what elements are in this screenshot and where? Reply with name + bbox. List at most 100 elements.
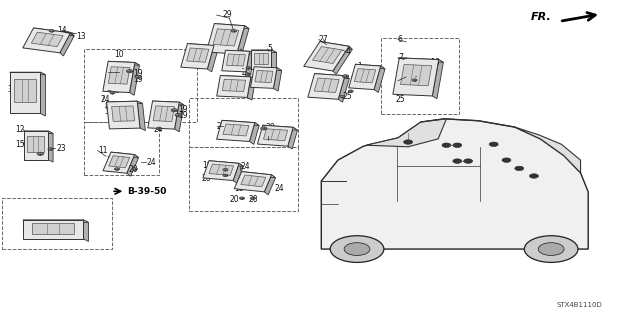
- Text: 2: 2: [183, 50, 188, 59]
- Polygon shape: [254, 67, 282, 70]
- Circle shape: [115, 168, 120, 170]
- Bar: [103, 61, 135, 93]
- Circle shape: [489, 142, 498, 146]
- Polygon shape: [246, 51, 254, 75]
- Text: 29: 29: [223, 11, 232, 19]
- Circle shape: [524, 236, 578, 263]
- Polygon shape: [108, 61, 140, 65]
- Polygon shape: [374, 66, 385, 93]
- Polygon shape: [10, 72, 45, 75]
- Circle shape: [260, 127, 267, 130]
- Polygon shape: [333, 46, 353, 74]
- Text: 21: 21: [398, 76, 408, 85]
- Bar: [203, 161, 239, 181]
- Polygon shape: [222, 120, 259, 125]
- Text: 19: 19: [134, 75, 143, 84]
- Circle shape: [231, 30, 236, 32]
- Text: 5: 5: [268, 44, 273, 54]
- Bar: [349, 64, 381, 90]
- Text: 24: 24: [147, 158, 156, 167]
- Polygon shape: [188, 44, 218, 48]
- Bar: [2, 197, 113, 249]
- Polygon shape: [152, 101, 184, 105]
- Bar: [393, 58, 438, 96]
- Circle shape: [223, 168, 228, 171]
- Text: 16: 16: [430, 58, 440, 67]
- Polygon shape: [111, 152, 139, 158]
- Bar: [250, 67, 277, 88]
- Text: 14: 14: [57, 26, 67, 35]
- Polygon shape: [399, 58, 444, 62]
- Circle shape: [172, 109, 177, 112]
- Polygon shape: [175, 102, 184, 132]
- Text: 18: 18: [106, 156, 116, 165]
- Bar: [223, 124, 249, 136]
- Bar: [14, 79, 36, 102]
- Text: 8: 8: [104, 102, 109, 111]
- Polygon shape: [48, 131, 53, 162]
- Bar: [206, 24, 244, 54]
- Text: 11: 11: [98, 146, 108, 155]
- Circle shape: [412, 79, 417, 81]
- Text: 26: 26: [319, 88, 328, 97]
- Bar: [23, 220, 83, 239]
- Text: B-39-50: B-39-50: [127, 187, 166, 196]
- Text: 24: 24: [101, 95, 111, 104]
- Polygon shape: [107, 101, 143, 104]
- Bar: [187, 48, 209, 62]
- Bar: [251, 50, 271, 69]
- Bar: [264, 129, 287, 141]
- Text: 7: 7: [398, 53, 403, 62]
- Text: 24: 24: [240, 162, 250, 171]
- Polygon shape: [137, 101, 145, 130]
- Text: 6: 6: [398, 35, 403, 44]
- Bar: [32, 223, 74, 234]
- Text: 17: 17: [109, 68, 119, 77]
- Text: 20: 20: [129, 165, 138, 174]
- Polygon shape: [207, 45, 218, 72]
- Text: 15: 15: [15, 140, 24, 149]
- Bar: [401, 64, 431, 86]
- Text: 20: 20: [229, 195, 239, 204]
- Text: 24: 24: [274, 184, 284, 193]
- Circle shape: [250, 197, 255, 199]
- Bar: [84, 49, 197, 122]
- Bar: [216, 120, 255, 142]
- Circle shape: [453, 143, 462, 147]
- Bar: [107, 101, 140, 129]
- Bar: [10, 72, 40, 114]
- Circle shape: [342, 75, 349, 78]
- Text: 27: 27: [319, 35, 328, 44]
- Text: 4: 4: [242, 63, 247, 72]
- Text: 22: 22: [223, 83, 232, 92]
- Text: 4: 4: [351, 72, 356, 81]
- Text: 17: 17: [154, 104, 164, 113]
- Polygon shape: [288, 127, 298, 149]
- Circle shape: [515, 166, 524, 171]
- Circle shape: [246, 73, 251, 76]
- Text: 13: 13: [76, 32, 86, 41]
- Bar: [109, 156, 130, 168]
- Polygon shape: [33, 28, 74, 36]
- Text: 12: 12: [15, 125, 24, 134]
- Polygon shape: [225, 50, 254, 54]
- Bar: [209, 164, 234, 175]
- Polygon shape: [515, 127, 580, 173]
- Bar: [28, 136, 44, 152]
- Bar: [213, 29, 239, 46]
- Circle shape: [348, 90, 353, 93]
- Text: 19: 19: [134, 69, 143, 78]
- Bar: [189, 98, 298, 147]
- Circle shape: [529, 174, 538, 178]
- Polygon shape: [264, 175, 276, 195]
- Bar: [180, 44, 214, 69]
- Text: 31: 31: [415, 72, 424, 81]
- Bar: [84, 122, 159, 175]
- Circle shape: [239, 197, 244, 199]
- Text: 32: 32: [104, 107, 114, 116]
- Text: 33: 33: [7, 85, 17, 94]
- Bar: [189, 147, 298, 211]
- Circle shape: [132, 168, 138, 170]
- Polygon shape: [60, 33, 74, 56]
- Bar: [257, 125, 293, 146]
